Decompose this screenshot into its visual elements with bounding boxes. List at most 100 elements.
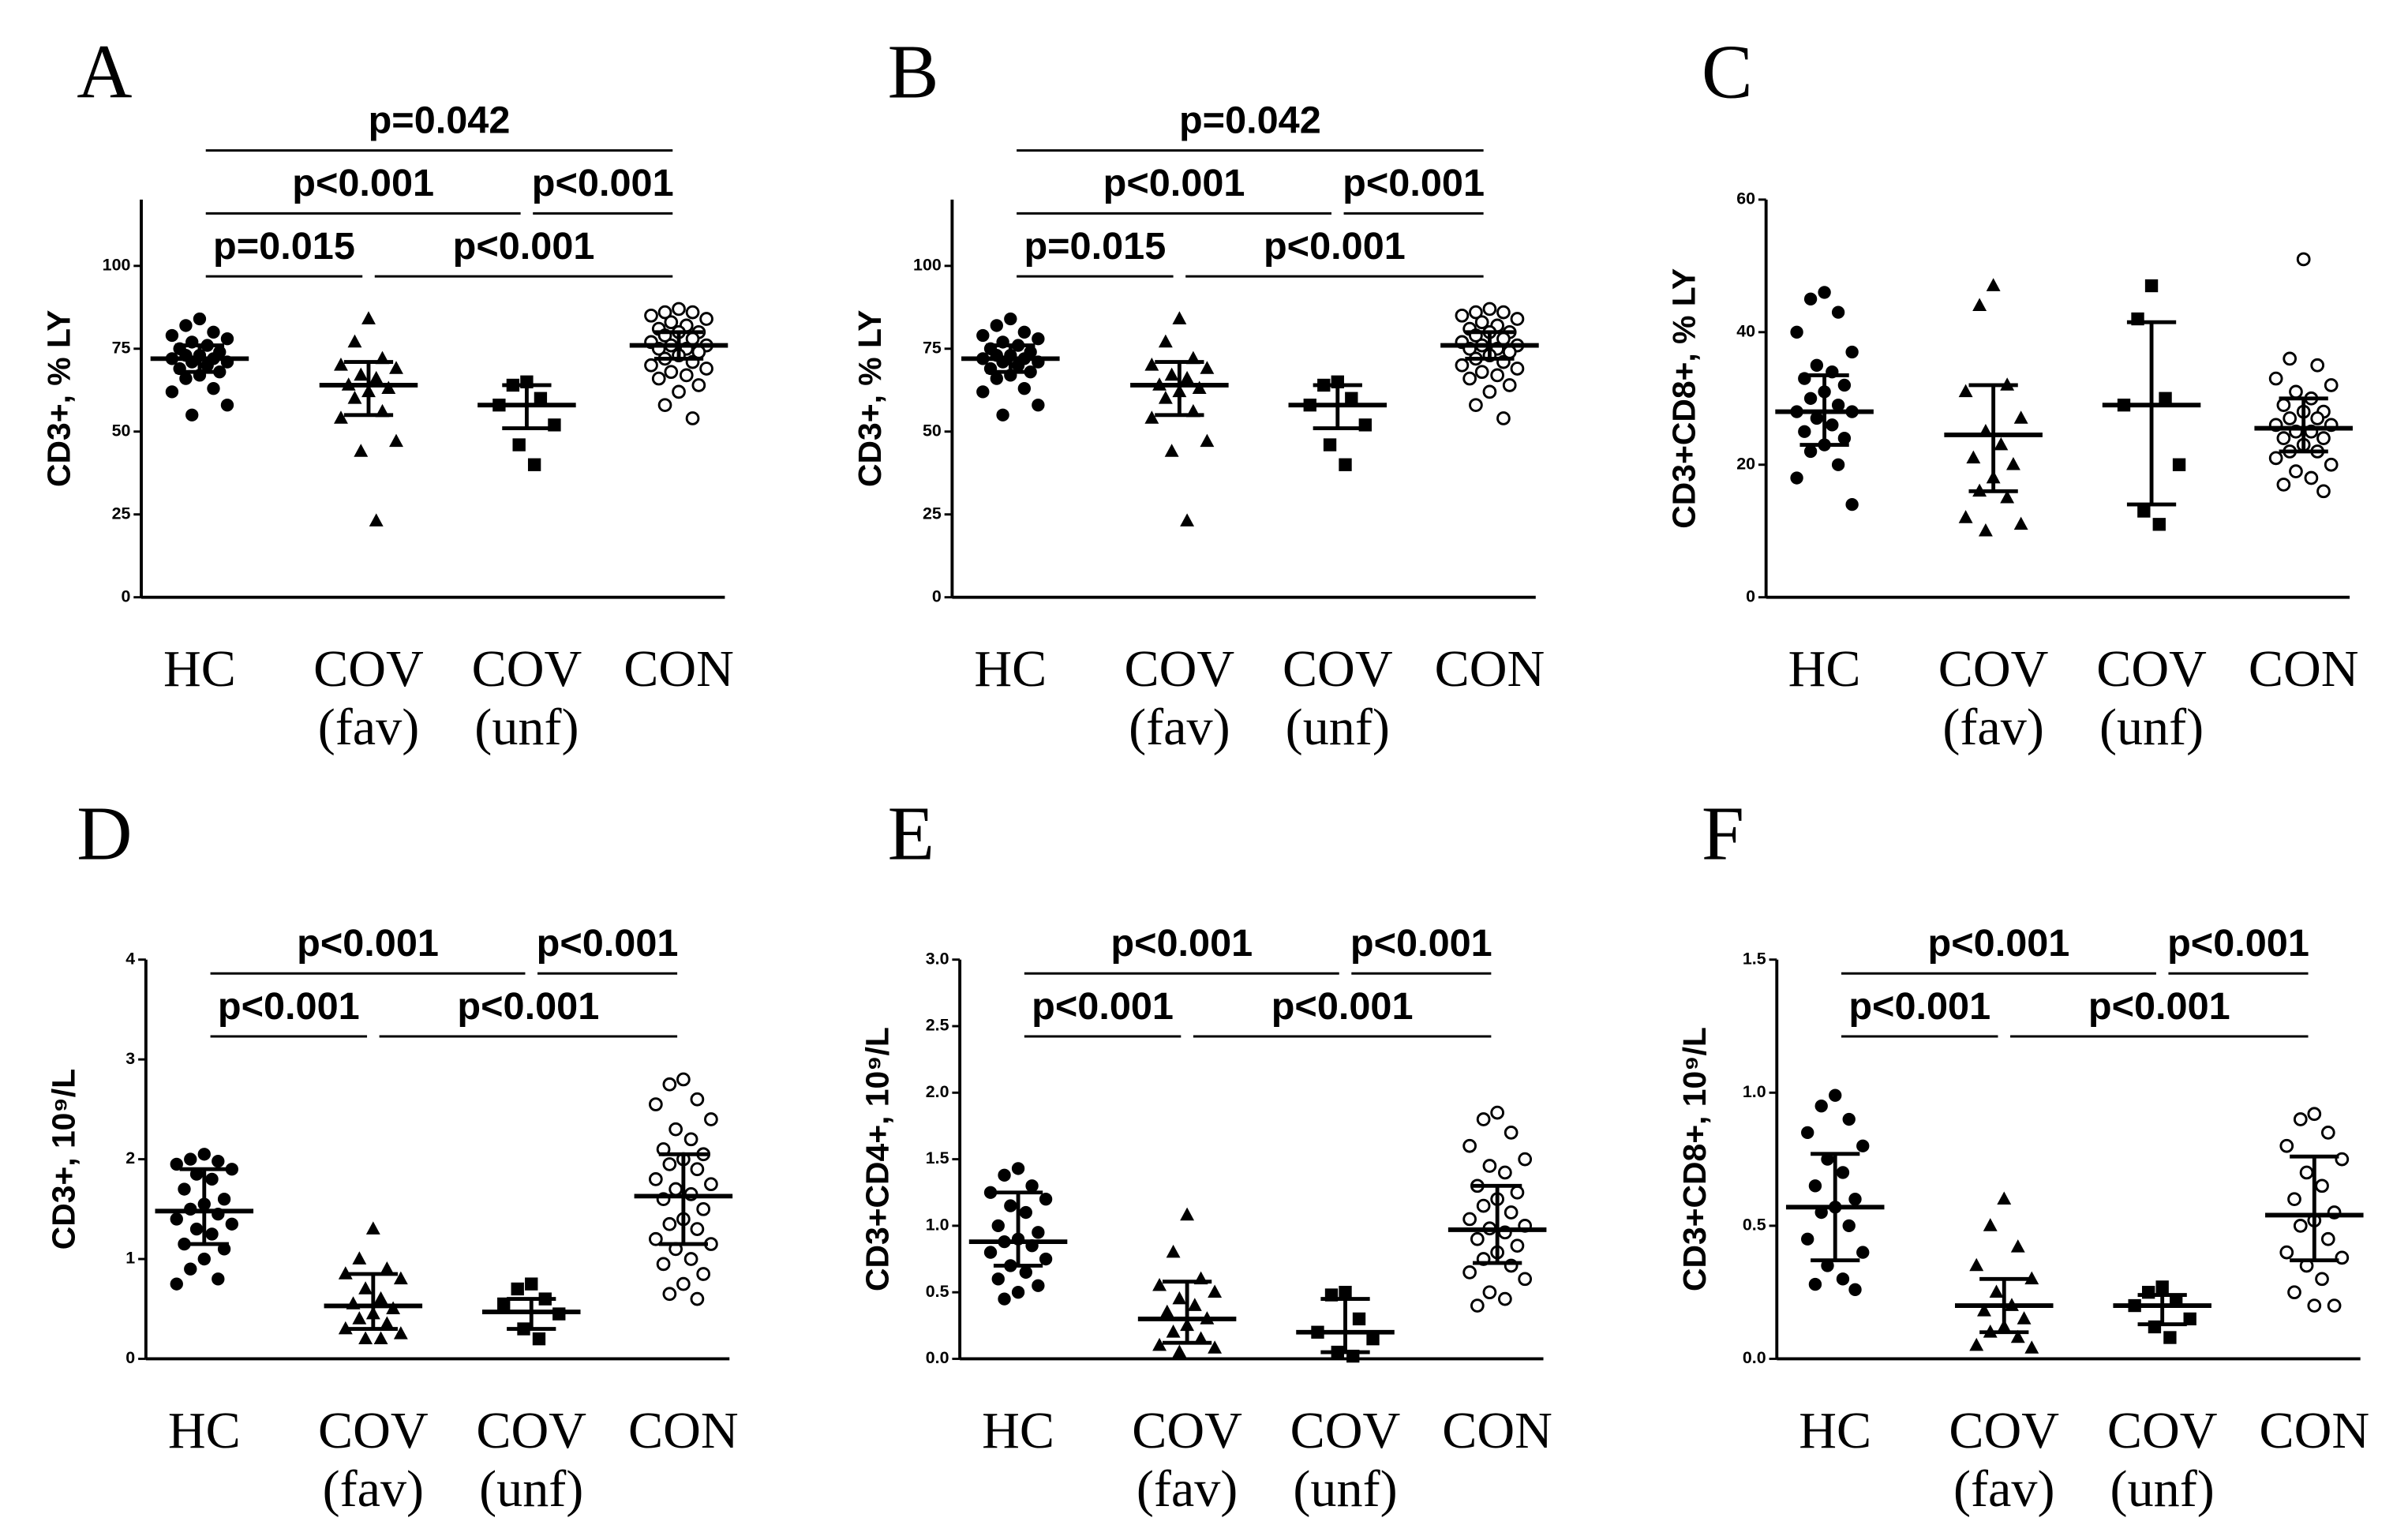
data-point (2172, 458, 2186, 471)
data-point (1969, 1337, 1984, 1351)
y-tick-label: 0 (1746, 586, 1755, 605)
data-point (699, 312, 713, 326)
y-tick-label: 1.0 (926, 1216, 949, 1235)
data-point (1144, 410, 1159, 424)
data-point (1821, 1259, 1834, 1272)
data-point (1510, 362, 1525, 376)
data-point (998, 1168, 1011, 1182)
x-tick-label: (unf) (479, 1460, 583, 1518)
data-point (217, 1193, 231, 1206)
data-point (2324, 457, 2339, 472)
y-tick-label: 50 (112, 421, 131, 440)
data-point (1837, 378, 1852, 392)
data-point (2327, 1298, 2342, 1313)
y-tick-label: 50 (923, 421, 942, 440)
data-point (1966, 450, 1981, 464)
data-point (1011, 358, 1025, 372)
p-value-label: p=0.015 (213, 225, 355, 268)
data-point (1496, 411, 1511, 425)
x-tick-label: COV (2107, 1402, 2218, 1459)
p-value-label: p<0.001 (537, 922, 679, 965)
data-point (1469, 398, 1483, 413)
data-point (644, 308, 658, 323)
data-point (1017, 382, 1032, 395)
data-point (1208, 1284, 1223, 1298)
data-point (1152, 1337, 1167, 1351)
data-point (1814, 1099, 1828, 1113)
data-point (1469, 305, 1483, 320)
data-point (1510, 1185, 1525, 1200)
data-point (1208, 1340, 1223, 1354)
x-tick-label: CON (2259, 1402, 2369, 1459)
panel-label: F (1702, 791, 1744, 876)
data-point (1180, 513, 1195, 526)
data-point (644, 358, 658, 373)
data-point (1323, 438, 1337, 452)
data-point (1510, 1238, 1525, 1253)
y-tick-label: 20 (1736, 454, 1755, 473)
data-point (668, 1182, 683, 1197)
p-value-label: p<0.001 (1110, 922, 1253, 965)
data-point (690, 1291, 705, 1306)
data-point (1462, 1212, 1477, 1227)
data-point (1801, 1232, 1814, 1246)
data-point (380, 1261, 395, 1275)
data-point (1810, 358, 1824, 372)
data-point (511, 1282, 524, 1296)
data-point (1462, 1138, 1477, 1153)
data-point (2152, 518, 2166, 531)
data-point (2005, 457, 2020, 470)
p-value-label: p<0.001 (1103, 162, 1245, 204)
data-point (2296, 252, 2311, 267)
data-point (699, 362, 713, 376)
data-point (1829, 1088, 1842, 1102)
data-point (1455, 358, 1470, 373)
data-point (178, 1182, 191, 1196)
data-point (1856, 1246, 1870, 1259)
x-tick-label: COV (476, 1402, 586, 1459)
data-point (1845, 497, 1859, 511)
x-tick-label: HC (168, 1402, 241, 1459)
data-point (1842, 1219, 1856, 1233)
data-point (393, 1326, 408, 1340)
data-point (2304, 470, 2319, 485)
x-tick-label: (fav) (323, 1460, 425, 1518)
data-point (1845, 345, 1859, 359)
data-point (393, 1271, 408, 1285)
x-tick-label: (fav) (1942, 699, 2044, 756)
data-point (358, 1281, 373, 1295)
data-point (2335, 1250, 2350, 1265)
p-value-label: p<0.001 (1343, 162, 1485, 204)
data-point (1504, 1205, 1519, 1220)
data-point (189, 1222, 204, 1236)
data-point (1004, 1199, 1017, 1212)
data-point (683, 1252, 698, 1266)
data-point (1159, 1304, 1174, 1318)
data-point (1848, 1193, 1862, 1206)
data-point (1958, 384, 1973, 398)
data-point (991, 1272, 1005, 1286)
data-point (648, 1172, 663, 1186)
data-point (185, 408, 199, 422)
x-tick-label: COV (2096, 640, 2207, 698)
data-point (1032, 332, 1045, 346)
data-point (1187, 1298, 1202, 1311)
data-point (2324, 378, 2339, 392)
data-point (998, 1292, 1011, 1306)
data-point (2287, 1285, 2301, 1300)
data-point (1808, 1179, 1822, 1193)
x-tick-label: (unf) (1286, 699, 1390, 756)
data-point (1798, 425, 1811, 438)
x-tick-label: COV (1132, 1402, 1242, 1459)
p-value-label: p<0.001 (218, 985, 360, 1028)
data-point (1803, 444, 1818, 459)
data-point (179, 372, 193, 385)
data-point (1997, 1191, 2012, 1205)
x-tick-label: (unf) (2110, 1460, 2215, 1518)
data-point (2289, 384, 2303, 399)
data-point (1474, 315, 1489, 330)
panel-label: C (1702, 29, 1753, 114)
data-point (648, 1231, 663, 1246)
data-point (1455, 308, 1470, 323)
y-tick-label: 0 (932, 586, 942, 605)
